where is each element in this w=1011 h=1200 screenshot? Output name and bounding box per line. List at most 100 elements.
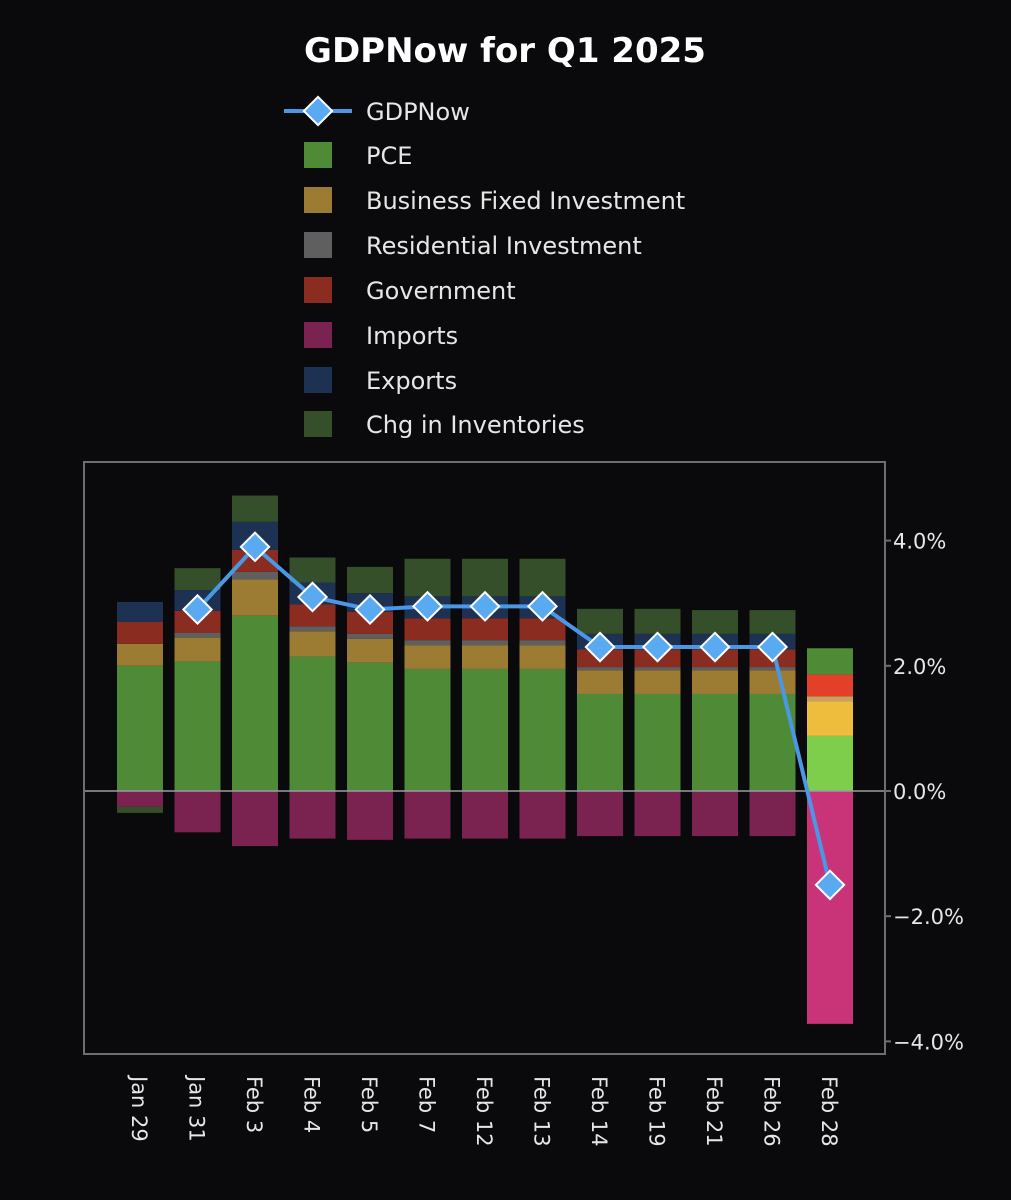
legend-swatch-business-fixed-investment bbox=[304, 187, 332, 213]
bar-business-fixed-investment-feb-7 bbox=[404, 645, 451, 669]
y-tick-label: 2.0% bbox=[893, 655, 946, 679]
gdpnow-marker-feb-5 bbox=[354, 593, 386, 626]
bar-imports-feb-19 bbox=[634, 791, 681, 837]
bar-chg-in-inventories-feb-21 bbox=[692, 610, 738, 634]
bar-chg-in-inventories-feb-19 bbox=[634, 608, 681, 634]
bar-chg-in-inventories-feb-26 bbox=[749, 610, 796, 634]
legend-swatch-pce bbox=[304, 142, 332, 168]
bar-residential-investment-feb-3 bbox=[232, 571, 278, 580]
bar-imports-jan-29 bbox=[117, 791, 163, 807]
gdpnow-marker-feb-13 bbox=[526, 590, 559, 622]
x-tick-label-feb-13: Feb 13 bbox=[530, 1076, 554, 1147]
y-tick-label: 0.0% bbox=[893, 780, 946, 804]
bar-business-fixed-investment-feb-19 bbox=[634, 670, 681, 694]
bar-pce-feb-4 bbox=[289, 656, 336, 791]
bar-residential-investment-feb-12 bbox=[462, 640, 508, 646]
bar-imports-feb-7 bbox=[404, 791, 451, 839]
bar-imports-feb-13 bbox=[519, 791, 566, 839]
x-tick-label-feb-26: Feb 26 bbox=[760, 1076, 784, 1147]
legend-item-gdpnow: GDPNow bbox=[284, 95, 470, 127]
bar-chg-in-inventories-feb-14 bbox=[577, 608, 623, 634]
legend-item-exports: Exports bbox=[304, 367, 457, 395]
bar-exports-jan-29 bbox=[117, 601, 163, 622]
bar-pce-feb-28 bbox=[807, 735, 853, 791]
x-tick-label-feb-3: Feb 3 bbox=[242, 1076, 266, 1133]
y-tick-label: −2.0% bbox=[893, 905, 964, 929]
bar-residential-investment-feb-4 bbox=[289, 626, 336, 632]
x-tick-label-feb-21: Feb 21 bbox=[702, 1076, 726, 1147]
bar-government-feb-4 bbox=[289, 604, 336, 627]
bar-residential-investment-feb-14 bbox=[577, 667, 623, 671]
bar-chg-in-inventories-feb-4 bbox=[289, 557, 336, 583]
bar-business-fixed-investment-feb-5 bbox=[347, 638, 393, 663]
bar-pce-feb-5 bbox=[347, 662, 393, 791]
x-tick-label-jan-31: Jan 31 bbox=[185, 1074, 209, 1142]
legend-label-chg-in-inventories: Chg in Inventories bbox=[366, 411, 585, 439]
plot-frame bbox=[83, 461, 886, 1055]
legend-swatch-chg-in-inventories bbox=[304, 411, 332, 437]
bar-pce-feb-21 bbox=[692, 693, 738, 791]
gdpnow-marker-feb-3 bbox=[239, 531, 271, 563]
chart-title: GDPNow for Q1 2025 bbox=[304, 31, 706, 71]
legend-label-exports: Exports bbox=[366, 367, 457, 395]
bar-pce-feb-14 bbox=[577, 693, 623, 791]
bar-residential-investment-feb-5 bbox=[347, 633, 393, 639]
legend-swatch-residential-investment bbox=[304, 232, 332, 258]
bar-chg-in-inventories-feb-28 bbox=[807, 648, 853, 675]
bar-pce-jan-31 bbox=[174, 661, 221, 791]
gdpnow-marker-feb-14 bbox=[584, 631, 616, 663]
gdpnow-marker-feb-19 bbox=[641, 631, 674, 663]
gdpnow-marker-jan-31 bbox=[181, 593, 214, 626]
legend-item-business-fixed-investment: Business Fixed Investment bbox=[304, 187, 685, 215]
gdpnow-marker-feb-28 bbox=[814, 869, 846, 901]
bar-residential-investment-feb-26 bbox=[749, 667, 796, 671]
bar-government-feb-28 bbox=[807, 674, 853, 697]
legend-label-business-fixed-investment: Business Fixed Investment bbox=[366, 187, 685, 215]
bar-residential-investment-feb-13 bbox=[519, 640, 566, 646]
bar-residential-investment-jan-31 bbox=[174, 632, 221, 638]
legend-item-government: Government bbox=[304, 277, 516, 305]
legend-swatch-exports bbox=[304, 367, 332, 393]
x-axis: Jan 29 Jan 31 Feb 3 Feb 4 Feb 5 Feb 7 Feb 12 Fe… bbox=[127, 1074, 841, 1147]
x-tick-label-feb-14: Feb 14 bbox=[587, 1076, 611, 1147]
bar-chg-in-inventories-feb-13 bbox=[519, 558, 566, 597]
gdpnow-marker-feb-7 bbox=[411, 590, 444, 622]
x-tick-label-feb-28: Feb 28 bbox=[817, 1076, 841, 1147]
legend-label-government: Government bbox=[366, 277, 516, 305]
bar-imports-feb-3 bbox=[232, 791, 278, 847]
y-axis: 4.0% 2.0% 0.0% −2.0% −4.0% bbox=[885, 530, 964, 1054]
bar-imports-feb-14 bbox=[577, 791, 623, 837]
bar-business-fixed-investment-jan-29 bbox=[117, 643, 163, 666]
bar-residential-investment-feb-21 bbox=[692, 667, 738, 671]
legend-label-pce: PCE bbox=[366, 142, 412, 170]
legend-label-gdpnow: GDPNow bbox=[366, 98, 470, 126]
bar-residential-investment-feb-7 bbox=[404, 640, 451, 646]
bar-imports-feb-12 bbox=[462, 791, 508, 839]
bar-residential-investment-feb-19 bbox=[634, 667, 681, 671]
bar-government-feb-7 bbox=[404, 618, 451, 641]
bar-business-fixed-investment-feb-14 bbox=[577, 670, 623, 694]
bar-chg-in-inventories-feb-3 bbox=[232, 495, 278, 522]
bar-government-feb-12 bbox=[462, 618, 508, 641]
bar-business-fixed-investment-feb-13 bbox=[519, 645, 566, 669]
legend-item-residential-investment: Residential Investment bbox=[304, 232, 642, 260]
gdpnow-marker-feb-21 bbox=[699, 631, 731, 663]
bar-business-fixed-investment-feb-21 bbox=[692, 670, 738, 694]
bar-business-fixed-investment-feb-12 bbox=[462, 645, 508, 669]
bar-imports-feb-5 bbox=[347, 791, 393, 840]
bar-pce-feb-13 bbox=[519, 668, 566, 791]
x-tick-label-feb-7: Feb 7 bbox=[415, 1076, 439, 1133]
bar-business-fixed-investment-feb-26 bbox=[749, 670, 796, 694]
bar-business-fixed-investment-feb-4 bbox=[289, 631, 336, 657]
x-tick-label-feb-12: Feb 12 bbox=[472, 1076, 496, 1147]
gdpnow-marker-feb-12 bbox=[469, 590, 501, 622]
bar-chg-in-inventories-jan-29 bbox=[117, 806, 163, 813]
bar-imports-feb-21 bbox=[692, 791, 738, 837]
x-tick-label-feb-19: Feb 19 bbox=[645, 1076, 669, 1147]
bar-business-fixed-investment-feb-28 bbox=[807, 701, 853, 736]
legend-swatch-imports bbox=[304, 322, 332, 348]
legend-swatch-government bbox=[304, 277, 332, 303]
x-tick-label-feb-5: Feb 5 bbox=[357, 1076, 381, 1133]
bar-imports-feb-4 bbox=[289, 791, 336, 839]
